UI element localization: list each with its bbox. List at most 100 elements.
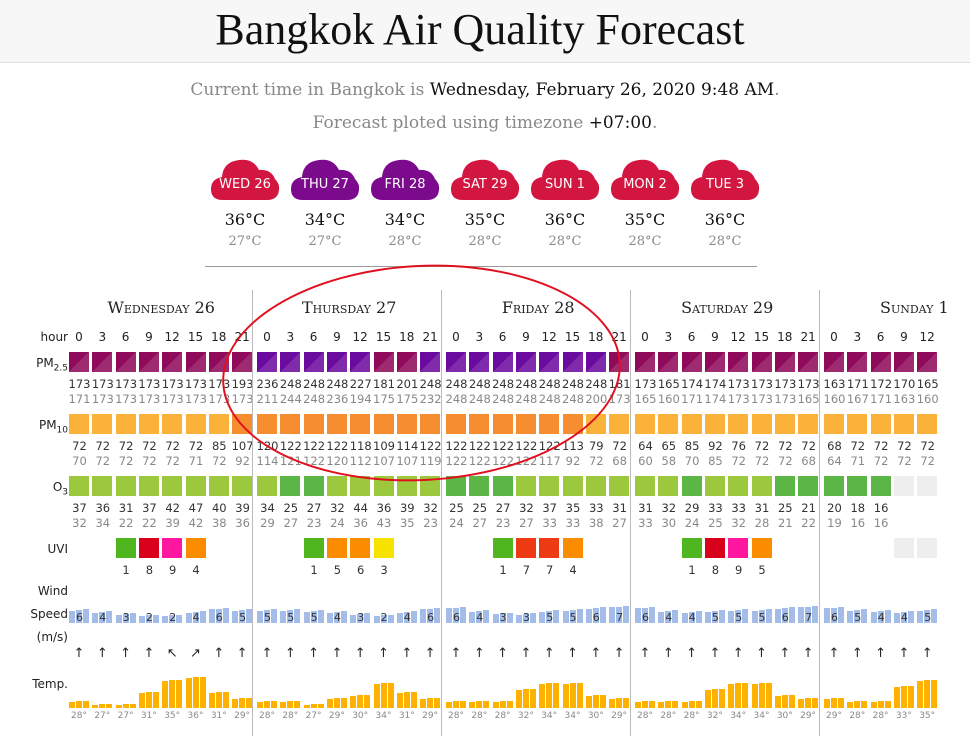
pm25-cell[interactable] xyxy=(280,352,301,372)
o3-cell[interactable] xyxy=(798,476,819,496)
pm25-cell[interactable] xyxy=(917,352,938,372)
o3-cell[interactable] xyxy=(373,476,394,496)
pm25-cell[interactable] xyxy=(658,352,679,372)
pm10-cell[interactable] xyxy=(469,414,490,434)
o3-cell[interactable] xyxy=(847,476,868,496)
pm10-cell[interactable] xyxy=(326,414,347,434)
pm10-cell[interactable] xyxy=(303,414,324,434)
pm10-cell[interactable] xyxy=(492,414,513,434)
pm10-cell[interactable] xyxy=(185,414,206,434)
pm25-cell[interactable] xyxy=(115,352,136,372)
uvi-cell[interactable] xyxy=(162,538,183,558)
pm25-cell[interactable] xyxy=(798,352,819,372)
pm10-cell[interactable] xyxy=(350,414,371,434)
uvi-cell[interactable] xyxy=(681,538,702,558)
o3-cell[interactable] xyxy=(515,476,536,496)
pm25-cell[interactable] xyxy=(635,352,655,372)
pm10-cell[interactable] xyxy=(585,414,606,434)
pm25-cell[interactable] xyxy=(539,352,560,372)
pm25-cell[interactable] xyxy=(469,352,490,372)
pm10-cell[interactable] xyxy=(208,414,229,434)
pm10-cell[interactable] xyxy=(704,414,725,434)
pm10-cell[interactable] xyxy=(774,414,795,434)
pm10-cell[interactable] xyxy=(562,414,583,434)
pm25-cell[interactable] xyxy=(326,352,347,372)
o3-cell[interactable] xyxy=(92,476,113,496)
pm25-cell[interactable] xyxy=(420,352,441,372)
o3-cell[interactable] xyxy=(562,476,583,496)
o3-cell[interactable] xyxy=(469,476,490,496)
pm10-cell[interactable] xyxy=(446,414,466,434)
uvi-cell[interactable] xyxy=(350,538,371,558)
o3-cell[interactable] xyxy=(115,476,136,496)
pm10-cell[interactable] xyxy=(609,414,630,434)
pm25-cell[interactable] xyxy=(350,352,371,372)
pm10-cell[interactable] xyxy=(515,414,536,434)
o3-cell[interactable] xyxy=(232,476,253,496)
pm25-cell[interactable] xyxy=(704,352,725,372)
o3-cell[interactable] xyxy=(917,476,938,496)
o3-cell[interactable] xyxy=(303,476,324,496)
pm10-cell[interactable] xyxy=(917,414,938,434)
pm10-cell[interactable] xyxy=(870,414,891,434)
o3-cell[interactable] xyxy=(138,476,159,496)
pm10-cell[interactable] xyxy=(420,414,441,434)
o3-cell[interactable] xyxy=(257,476,277,496)
pm10-cell[interactable] xyxy=(681,414,702,434)
pm25-cell[interactable] xyxy=(492,352,513,372)
pm25-cell[interactable] xyxy=(751,352,772,372)
pm10-cell[interactable] xyxy=(396,414,417,434)
o3-cell[interactable] xyxy=(162,476,183,496)
o3-cell[interactable] xyxy=(585,476,606,496)
uvi-cell[interactable] xyxy=(562,538,583,558)
o3-cell[interactable] xyxy=(751,476,772,496)
pm25-cell[interactable] xyxy=(162,352,183,372)
o3-cell[interactable] xyxy=(893,476,914,496)
pm10-cell[interactable] xyxy=(69,414,89,434)
pm10-cell[interactable] xyxy=(893,414,914,434)
pm10-cell[interactable] xyxy=(257,414,277,434)
pm25-cell[interactable] xyxy=(585,352,606,372)
pm25-cell[interactable] xyxy=(396,352,417,372)
pm10-cell[interactable] xyxy=(635,414,655,434)
uvi-cell[interactable] xyxy=(917,538,938,558)
o3-cell[interactable] xyxy=(635,476,655,496)
uvi-cell[interactable] xyxy=(728,538,749,558)
o3-cell[interactable] xyxy=(609,476,630,496)
pm25-cell[interactable] xyxy=(138,352,159,372)
pm10-cell[interactable] xyxy=(162,414,183,434)
pm25-cell[interactable] xyxy=(728,352,749,372)
pm10-cell[interactable] xyxy=(373,414,394,434)
o3-cell[interactable] xyxy=(280,476,301,496)
pm25-cell[interactable] xyxy=(303,352,324,372)
pm25-cell[interactable] xyxy=(185,352,206,372)
pm25-cell[interactable] xyxy=(69,352,89,372)
o3-cell[interactable] xyxy=(824,476,844,496)
o3-cell[interactable] xyxy=(774,476,795,496)
o3-cell[interactable] xyxy=(539,476,560,496)
pm10-cell[interactable] xyxy=(92,414,113,434)
uvi-cell[interactable] xyxy=(515,538,536,558)
pm10-cell[interactable] xyxy=(539,414,560,434)
pm25-cell[interactable] xyxy=(609,352,630,372)
o3-cell[interactable] xyxy=(446,476,466,496)
uvi-cell[interactable] xyxy=(893,538,914,558)
pm10-cell[interactable] xyxy=(751,414,772,434)
o3-cell[interactable] xyxy=(704,476,725,496)
o3-cell[interactable] xyxy=(185,476,206,496)
o3-cell[interactable] xyxy=(870,476,891,496)
pm25-cell[interactable] xyxy=(373,352,394,372)
pm25-cell[interactable] xyxy=(515,352,536,372)
uvi-cell[interactable] xyxy=(185,538,206,558)
o3-cell[interactable] xyxy=(350,476,371,496)
pm25-cell[interactable] xyxy=(870,352,891,372)
pm10-cell[interactable] xyxy=(115,414,136,434)
uvi-cell[interactable] xyxy=(539,538,560,558)
pm25-cell[interactable] xyxy=(681,352,702,372)
pm10-cell[interactable] xyxy=(280,414,301,434)
o3-cell[interactable] xyxy=(492,476,513,496)
pm25-cell[interactable] xyxy=(847,352,868,372)
pm25-cell[interactable] xyxy=(893,352,914,372)
pm25-cell[interactable] xyxy=(232,352,253,372)
pm25-cell[interactable] xyxy=(446,352,466,372)
